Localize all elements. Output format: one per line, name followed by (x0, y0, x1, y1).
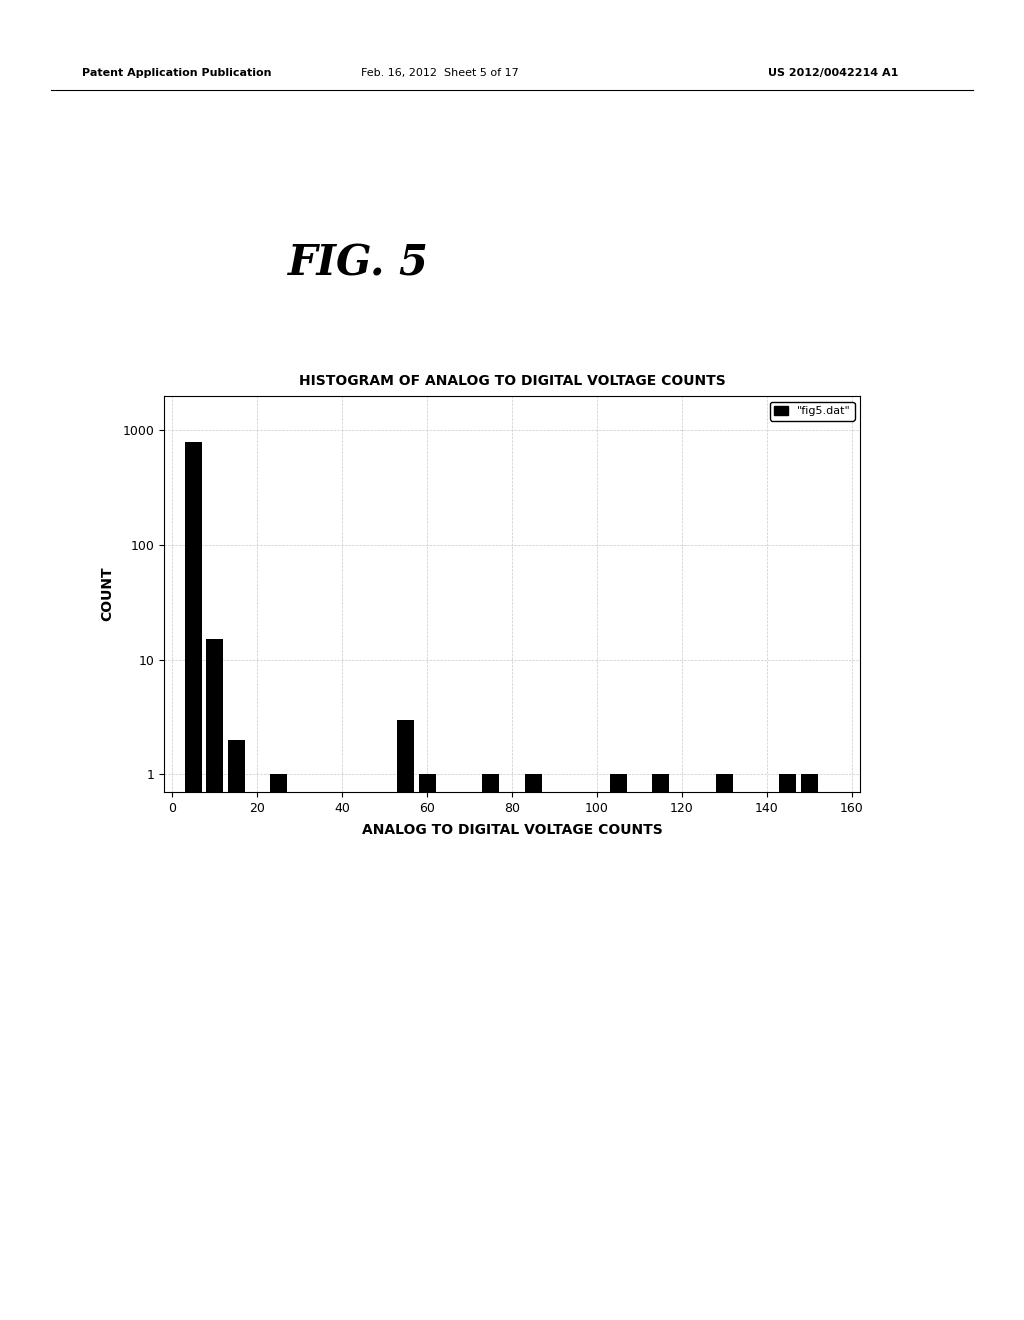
Bar (652, 775, 669, 1320)
X-axis label: ANALOG TO DIGITAL VOLTAGE COUNTS: ANALOG TO DIGITAL VOLTAGE COUNTS (361, 824, 663, 837)
Bar (524, 775, 542, 1320)
Bar (185, 442, 202, 1320)
Bar (270, 775, 287, 1320)
Legend: "fig5.dat": "fig5.dat" (770, 401, 855, 421)
Bar (482, 775, 500, 1320)
Text: US 2012/0042214 A1: US 2012/0042214 A1 (768, 67, 898, 78)
Text: Feb. 16, 2012  Sheet 5 of 17: Feb. 16, 2012 Sheet 5 of 17 (361, 67, 519, 78)
Title: HISTOGRAM OF ANALOG TO DIGITAL VOLTAGE COUNTS: HISTOGRAM OF ANALOG TO DIGITAL VOLTAGE C… (299, 374, 725, 388)
Y-axis label: COUNT: COUNT (100, 566, 114, 622)
Bar (609, 775, 627, 1320)
Bar (801, 775, 818, 1320)
Bar (419, 775, 435, 1320)
Bar (779, 775, 797, 1320)
Text: Patent Application Publication: Patent Application Publication (82, 67, 271, 78)
Bar (397, 719, 415, 1320)
Text: FIG. 5: FIG. 5 (288, 243, 429, 285)
Bar (716, 775, 733, 1320)
Bar (227, 739, 245, 1320)
Bar (206, 639, 223, 1320)
